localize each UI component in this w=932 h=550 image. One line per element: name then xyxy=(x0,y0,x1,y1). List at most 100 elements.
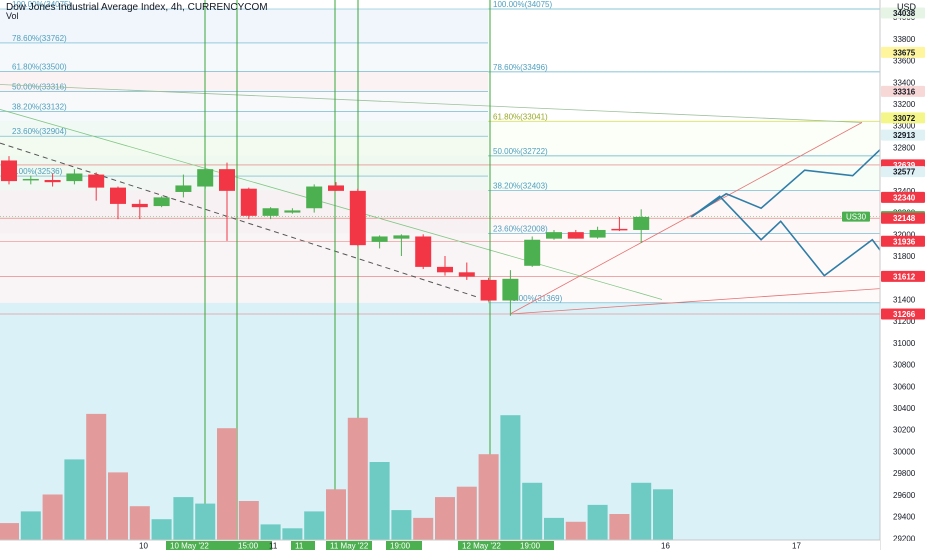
candle-body[interactable] xyxy=(66,173,83,182)
y-tick-label: 30200 xyxy=(893,426,916,435)
candle-body[interactable] xyxy=(328,185,344,191)
trendline-red-support xyxy=(509,288,881,315)
time-badge xyxy=(386,541,422,550)
trendline-green xyxy=(0,84,863,123)
fib-left-label: 50.00%(33316) xyxy=(12,82,67,91)
price-label-box xyxy=(881,212,925,224)
y-tick-label: 32400 xyxy=(893,187,916,196)
fib-left-label: 23.60%(32904) xyxy=(12,127,67,136)
candle-body[interactable] xyxy=(502,278,519,301)
y-tick-label: 31200 xyxy=(893,317,916,326)
fib-left-label: 78.60%(33762) xyxy=(12,34,67,43)
candle-body[interactable] xyxy=(437,266,453,273)
fib-left-label: 38.20%(33132) xyxy=(12,102,67,111)
price-label: 33072 xyxy=(893,114,916,123)
price-label: 32340 xyxy=(893,193,916,202)
volume-bar xyxy=(195,503,216,540)
candle-body[interactable] xyxy=(262,208,279,216)
x-tick-label: 10 May '22 xyxy=(170,542,209,550)
volume-bar xyxy=(86,413,107,540)
y-tick-label: 31800 xyxy=(893,252,916,261)
price-label-box xyxy=(881,235,925,247)
y-tick-label: 30600 xyxy=(893,382,916,391)
price-label: 32577 xyxy=(893,168,916,177)
y-tick-label: 29800 xyxy=(893,469,916,478)
y-tick-label: 30000 xyxy=(893,447,916,456)
volume-bar xyxy=(631,482,652,540)
x-tick-label: 11 May '22 xyxy=(330,542,369,550)
volume-label: Vol xyxy=(6,11,19,21)
y-tick-label: 33000 xyxy=(893,122,916,131)
candle-body[interactable] xyxy=(197,169,214,187)
candle-body[interactable] xyxy=(633,216,650,230)
time-badge xyxy=(234,541,272,550)
candle-body[interactable] xyxy=(131,203,148,208)
candle-body[interactable] xyxy=(22,178,39,181)
volume-bar xyxy=(391,510,412,540)
candle-body[interactable] xyxy=(219,169,235,191)
fib-left-label: 100.00%(34075) xyxy=(12,0,71,9)
candle-body[interactable] xyxy=(175,185,192,192)
y-tick-label: 29600 xyxy=(893,491,916,500)
candle-body[interactable] xyxy=(284,210,301,213)
candle-body[interactable] xyxy=(393,235,410,239)
candle-body[interactable] xyxy=(1,160,17,182)
candle-body[interactable] xyxy=(44,180,61,183)
fib-right-label: 23.60%(32008) xyxy=(493,224,548,233)
trendline-dashed xyxy=(0,142,479,298)
candle-body[interactable] xyxy=(546,232,562,239)
time-badge xyxy=(458,541,524,550)
volume-bar xyxy=(565,521,586,540)
fib-left-label: 0.00%(32536) xyxy=(12,167,63,176)
chart-title: Dow Jones Industrial Average Index, 4h, … xyxy=(6,2,268,13)
fib-right-band xyxy=(0,71,880,122)
y-tick-label: 33200 xyxy=(893,100,916,109)
time-badge xyxy=(166,541,238,550)
candle-body[interactable] xyxy=(110,187,126,204)
candle-body[interactable] xyxy=(480,279,497,301)
price-label-box xyxy=(881,129,925,141)
axis-corner xyxy=(881,541,932,550)
candle-body[interactable] xyxy=(611,228,628,231)
candle-body[interactable] xyxy=(371,236,388,242)
volume-bar xyxy=(260,524,281,540)
price-label-box xyxy=(881,112,925,124)
fib-right-band xyxy=(0,9,880,72)
x-tick-label: 15:00 xyxy=(238,542,259,550)
candle-body[interactable] xyxy=(589,229,606,238)
y-tick-label: 33400 xyxy=(893,78,916,87)
price-label: 32639 xyxy=(893,161,916,170)
candle-body[interactable] xyxy=(415,236,432,267)
volume-bar xyxy=(173,497,194,540)
price-label-box xyxy=(881,46,925,58)
volume-bar xyxy=(129,506,150,540)
candle-body[interactable] xyxy=(349,190,366,246)
volume-bar xyxy=(64,459,85,540)
fib-right-label: 0.00%(31369) xyxy=(512,294,563,303)
price-label: 33316 xyxy=(893,87,916,96)
y-tick-label: 29400 xyxy=(893,513,916,522)
volume-bar xyxy=(151,519,172,540)
candle-body[interactable] xyxy=(153,197,170,207)
fib-right-label: 100.00%(34075) xyxy=(493,0,552,9)
price-label: 34038 xyxy=(893,9,916,18)
candle-body[interactable] xyxy=(240,188,257,216)
volume-bar xyxy=(326,489,346,540)
candle-body[interactable] xyxy=(567,232,584,239)
price-label: 33675 xyxy=(893,48,916,57)
y-tick-label: 32000 xyxy=(893,230,916,239)
y-tick-label: 30800 xyxy=(893,361,916,370)
x-tick-label: 19:00 xyxy=(390,542,411,550)
price-label-box xyxy=(881,85,925,97)
candle-body[interactable] xyxy=(88,174,105,188)
projection-path-down xyxy=(690,195,930,317)
fib-right-band xyxy=(0,190,880,234)
candle-body[interactable] xyxy=(306,186,323,209)
candle-body[interactable] xyxy=(458,272,475,277)
candle-body[interactable] xyxy=(524,239,541,266)
volume-bar xyxy=(108,472,128,540)
time-badge xyxy=(291,541,315,550)
volume-bar xyxy=(42,494,63,540)
